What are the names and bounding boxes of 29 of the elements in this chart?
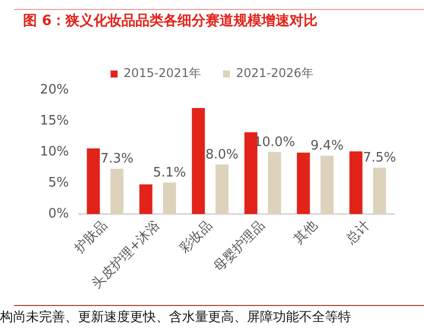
bar <box>216 164 229 214</box>
legend-label: 2021-2026年 <box>236 66 314 80</box>
x-tick-label: 护肤品 <box>71 218 110 258</box>
bar <box>296 152 310 214</box>
bar <box>373 168 386 214</box>
x-tick-label: 其他 <box>291 218 320 248</box>
bar <box>268 152 282 214</box>
x-tick-label: 总计 <box>343 218 373 248</box>
text: 构尚未完善、更新速度更快、含水量更高、屏障功能不全等特 <box>0 309 351 326</box>
y-tick-label: 5% <box>48 175 69 190</box>
y-tick-label: 10% <box>40 144 69 160</box>
x-tick-label: 彩妆品 <box>177 218 216 256</box>
data-label: 7.3% <box>100 152 134 167</box>
chart-title: 图 6：狭义化妆品品类各细分赛道规模增速对比 <box>23 12 318 30</box>
bar <box>110 168 124 214</box>
bar <box>86 148 100 214</box>
bar <box>162 182 176 214</box>
data-label: 9.4% <box>310 138 344 154</box>
legend-label: 2015-2021年 <box>124 66 202 80</box>
data-label: 7.5% <box>363 150 396 166</box>
data-label: 8.0% <box>205 147 239 162</box>
bar <box>139 184 152 214</box>
bar <box>349 151 362 214</box>
y-tick-label: 0% <box>48 206 69 222</box>
y-tick-label: 20% <box>40 82 69 98</box>
data-label: 5.1% <box>152 165 186 180</box>
bar <box>320 156 334 214</box>
y-tick-label: 15% <box>40 113 69 128</box>
bar <box>192 108 205 214</box>
